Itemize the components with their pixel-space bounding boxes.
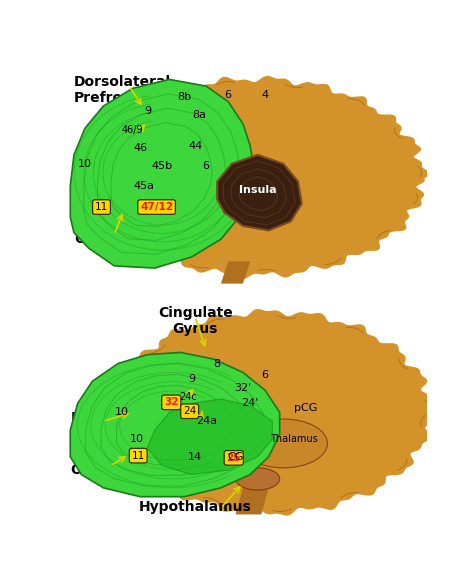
Ellipse shape — [236, 468, 280, 490]
Text: Medial
Frontal: Medial Frontal — [70, 410, 126, 441]
Text: Cingulate
Gyrus: Cingulate Gyrus — [158, 306, 233, 336]
Text: 10: 10 — [115, 407, 129, 417]
Text: 45b: 45b — [152, 161, 173, 171]
Text: 4: 4 — [261, 90, 269, 100]
Text: 24': 24' — [242, 399, 259, 409]
Polygon shape — [70, 352, 280, 497]
Text: 45a: 45a — [133, 181, 154, 191]
Ellipse shape — [239, 419, 328, 468]
Text: 46/9: 46/9 — [122, 125, 144, 135]
Text: 44: 44 — [188, 141, 202, 151]
Text: Orbitofrontal: Orbitofrontal — [74, 232, 177, 246]
Polygon shape — [236, 488, 269, 514]
Polygon shape — [88, 76, 429, 278]
Text: 14: 14 — [188, 452, 202, 462]
Text: 24: 24 — [183, 406, 196, 416]
Polygon shape — [217, 155, 301, 230]
Text: Orbitofrontal: Orbitofrontal — [70, 463, 173, 477]
Polygon shape — [70, 79, 254, 268]
Text: pCG: pCG — [294, 403, 317, 413]
Text: Insula: Insula — [239, 185, 276, 195]
Text: 9: 9 — [144, 105, 151, 115]
Text: 6: 6 — [225, 90, 232, 100]
Text: 47/12: 47/12 — [140, 202, 173, 212]
Text: 24a: 24a — [196, 416, 217, 426]
Text: 11: 11 — [95, 202, 108, 212]
Text: 10: 10 — [129, 434, 144, 444]
Text: 32': 32' — [234, 383, 252, 393]
Text: 11: 11 — [132, 450, 145, 460]
Polygon shape — [221, 262, 250, 283]
Polygon shape — [147, 399, 272, 475]
Text: 6: 6 — [203, 161, 210, 171]
Text: Hypothalamus: Hypothalamus — [139, 500, 252, 514]
Text: 8: 8 — [214, 359, 221, 369]
Text: CG: CG — [228, 452, 244, 462]
Text: 9: 9 — [188, 374, 195, 384]
Text: 6: 6 — [262, 370, 268, 380]
Text: 25: 25 — [227, 453, 241, 463]
Text: Thalamus: Thalamus — [271, 434, 318, 444]
Polygon shape — [109, 310, 436, 515]
Text: 46: 46 — [133, 143, 147, 153]
Text: 8a: 8a — [192, 110, 206, 120]
Text: 32: 32 — [164, 397, 179, 407]
Text: 10: 10 — [78, 159, 92, 169]
Text: 24c: 24c — [179, 392, 197, 402]
Text: Dorsolateral
Prefrontal: Dorsolateral Prefrontal — [74, 75, 171, 105]
Text: 8b: 8b — [177, 92, 191, 102]
